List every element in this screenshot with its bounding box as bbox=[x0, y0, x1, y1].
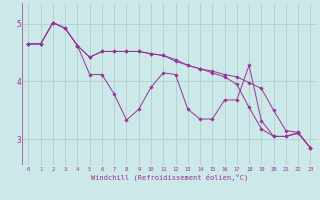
X-axis label: Windchill (Refroidissement éolien,°C): Windchill (Refroidissement éolien,°C) bbox=[91, 173, 248, 181]
